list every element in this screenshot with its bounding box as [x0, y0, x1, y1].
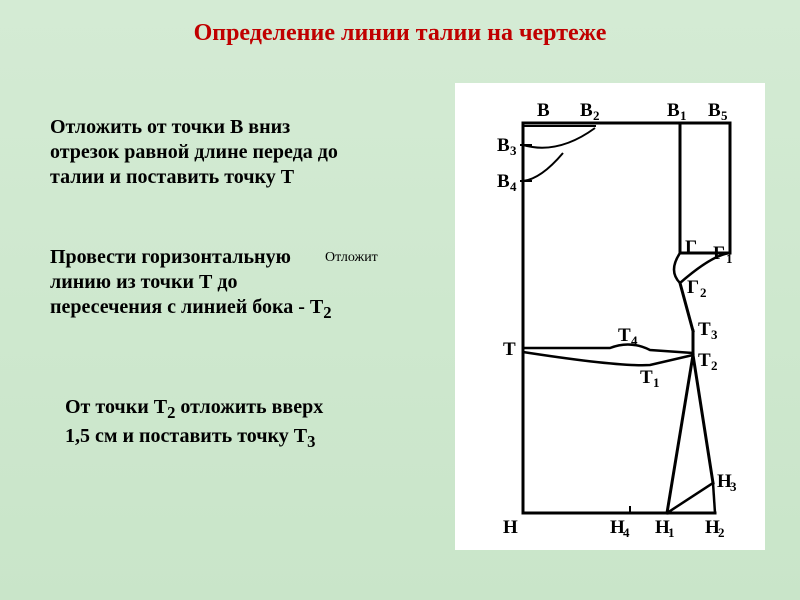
svg-text:4: 4 — [510, 179, 517, 194]
svg-text:1: 1 — [653, 375, 660, 390]
svg-text:1: 1 — [680, 108, 687, 123]
svg-text:Т: Т — [698, 319, 711, 340]
p2-line3: пересечения с линией бока - Т — [50, 296, 323, 318]
svg-text:В: В — [497, 135, 510, 156]
title-text: Определение линии талии на чертеже — [194, 20, 607, 46]
p2-line1: Провести горизонтальную — [50, 246, 291, 268]
svg-text:Т: Т — [618, 325, 631, 346]
svg-text:3: 3 — [730, 479, 737, 494]
svg-text:3: 3 — [711, 327, 718, 342]
paragraph-1: Отложить от точки В вниз отрезок равной … — [50, 115, 410, 190]
p3-sub2: 3 — [307, 432, 315, 451]
svg-text:2: 2 — [711, 358, 718, 373]
svg-text:Г: Г — [713, 243, 725, 264]
p3-line1a: От точки Т — [65, 396, 167, 418]
svg-text:4: 4 — [631, 333, 638, 348]
p2-line2: линию из точки Т до — [50, 271, 237, 293]
stray-word: Отложит — [325, 250, 378, 266]
svg-text:Н: Н — [503, 517, 518, 538]
svg-text:В: В — [580, 100, 593, 121]
svg-text:В: В — [537, 100, 550, 121]
svg-text:1: 1 — [726, 251, 733, 266]
svg-text:2: 2 — [700, 285, 707, 300]
svg-text:1: 1 — [668, 525, 675, 540]
svg-text:2: 2 — [593, 108, 600, 123]
svg-text:Г: Г — [687, 277, 699, 298]
svg-text:Т: Т — [698, 350, 711, 371]
svg-text:Т: Т — [503, 339, 516, 360]
svg-text:В: В — [708, 100, 721, 121]
diagram-svg: ВВ2В1В5В3В4ГГ1Г2ТТ4Т3Т2Т1НН4Н1Н2Н3 — [455, 83, 765, 550]
p1-line2: отрезок равной длине переда до — [50, 141, 338, 163]
svg-text:В: В — [667, 100, 680, 121]
stray-text: Отложит — [325, 250, 378, 265]
paragraph-3: От точки Т2 отложить вверх 1,5 см и пост… — [65, 395, 425, 453]
p1-line3: талии и поставить точку Т — [50, 166, 294, 188]
svg-text:Г: Г — [685, 237, 697, 258]
pattern-diagram: ВВ2В1В5В3В4ГГ1Г2ТТ4Т3Т2Т1НН4Н1Н2Н3 — [455, 83, 765, 550]
svg-text:5: 5 — [721, 108, 728, 123]
svg-text:Т: Т — [640, 367, 653, 388]
svg-text:2: 2 — [718, 525, 725, 540]
svg-text:В: В — [497, 171, 510, 192]
page-title: Определение линии талии на чертеже — [0, 20, 800, 47]
p3-line1b: отложить вверх — [175, 396, 323, 418]
p2-sub: 2 — [323, 303, 331, 322]
p1-line1: Отложить от точки В вниз — [50, 116, 290, 138]
svg-text:4: 4 — [623, 525, 630, 540]
svg-text:3: 3 — [510, 143, 517, 158]
p3-line2: 1,5 см и поставить точку Т — [65, 425, 307, 447]
